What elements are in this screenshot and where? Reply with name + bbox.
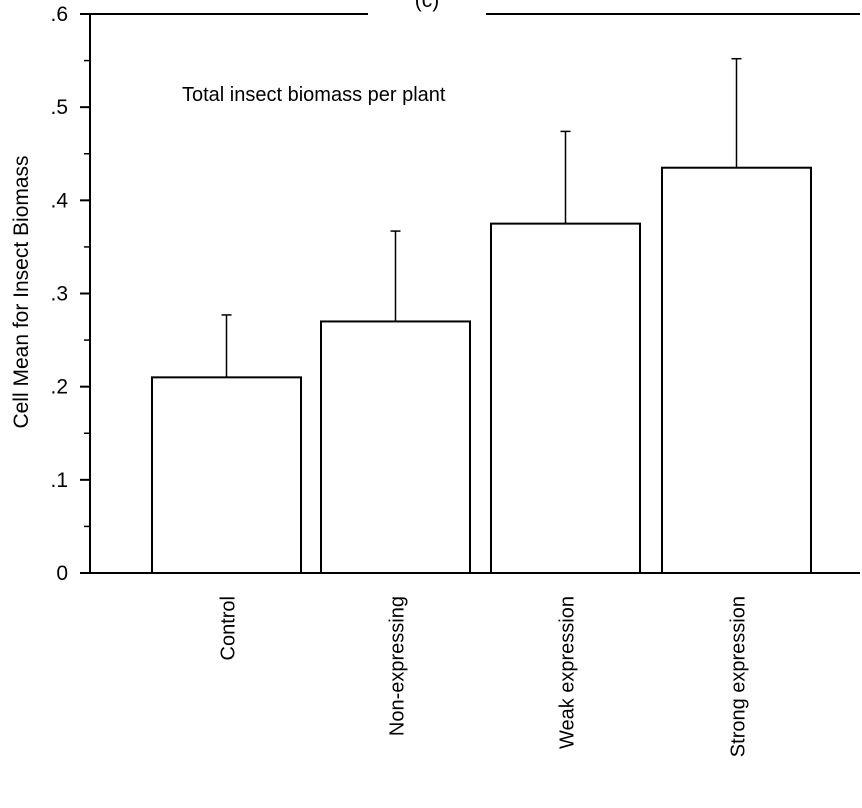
bar-control xyxy=(151,376,302,574)
y-tick-label: .4 xyxy=(50,189,68,212)
x-tick-label: Non-expressing xyxy=(387,596,409,736)
bar-weak-expression xyxy=(490,222,641,574)
y-tick-label: .2 xyxy=(50,376,68,399)
y-tick-label: .1 xyxy=(50,469,68,492)
y-axis-label: Cell Mean for Insect Biomass xyxy=(10,155,33,428)
y-tick-label: .3 xyxy=(50,283,68,306)
x-tick-label: Control xyxy=(218,596,240,660)
x-axis-tick-labels: Control Non-expressing Weak expression Stro… xyxy=(218,596,750,757)
bar-strong-expression xyxy=(661,166,812,574)
y-tick-label: .5 xyxy=(50,96,68,119)
x-tick-label: Weak expression xyxy=(557,596,579,749)
y-tick-label: .6 xyxy=(50,3,68,26)
error-bars xyxy=(221,57,742,378)
chart-annotation: Total insect biomass per plant xyxy=(182,84,446,106)
y-axis-ticks: 0 .1 .2 .3 .4 .5 .6 xyxy=(50,3,90,585)
chart-title: (c) xyxy=(415,0,440,12)
x-tick-label: Strong expression xyxy=(728,596,750,757)
y-tick-label: 0 xyxy=(56,562,68,585)
bars xyxy=(151,166,812,575)
bar-non-expressing xyxy=(320,320,471,575)
